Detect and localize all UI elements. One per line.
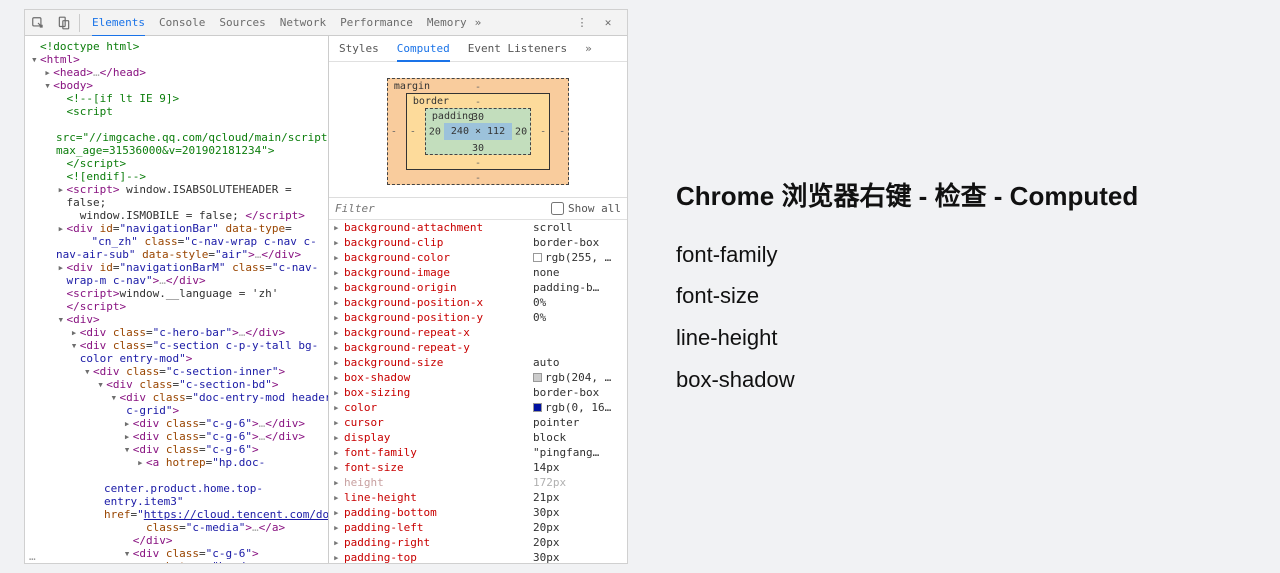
color-swatch — [533, 373, 542, 382]
computed-row[interactable]: background-attachmentscroll — [329, 220, 627, 235]
dom-line[interactable]: <div class="c-section c-p-y-tall bg- — [31, 339, 322, 352]
filter-bar: Show all — [329, 198, 627, 220]
dom-line[interactable]: <a hotrep="hp.doc- — [31, 560, 322, 563]
computed-row[interactable]: background-position-x0% — [329, 295, 627, 310]
dom-line[interactable]: window.ISMOBILE = false; </script> — [31, 209, 322, 222]
main-toolbar: Elements Console Sources Network Performance… — [25, 10, 627, 36]
computed-row[interactable]: displayblock — [329, 430, 627, 445]
styles-pane: Styles Computed Event Listeners » margin - … — [329, 36, 627, 563]
subtab-event-listeners[interactable]: Event Listeners — [468, 42, 567, 55]
computed-row[interactable]: colorrgb(0, 16… — [329, 400, 627, 415]
dom-line[interactable]: <div class="doc-entry-mod header — [31, 391, 322, 404]
more-subtabs-icon[interactable]: » — [585, 42, 592, 55]
computed-row[interactable]: background-sizeauto — [329, 355, 627, 370]
tab-elements[interactable]: Elements — [92, 10, 145, 37]
padding-label: padding — [432, 111, 474, 122]
color-swatch — [533, 253, 542, 262]
show-all-checkbox[interactable] — [551, 202, 564, 215]
dom-tree[interactable]: <!doctype html><html> <head>…</head> <bo… — [25, 36, 329, 563]
dom-line[interactable]: </script> — [31, 157, 322, 170]
dom-line[interactable]: center.product.home.top-entry.item3" hre… — [31, 469, 322, 521]
more-tabs-icon[interactable]: » — [475, 16, 482, 29]
computed-row[interactable]: cursorpointer — [329, 415, 627, 430]
tab-console[interactable]: Console — [159, 10, 205, 36]
computed-row[interactable]: background-imagenone — [329, 265, 627, 280]
computed-properties[interactable]: background-attachmentscrollbackground-cl… — [329, 220, 627, 563]
computed-row[interactable]: padding-right20px — [329, 535, 627, 550]
slide-line: font-family — [676, 234, 1138, 276]
computed-row[interactable]: background-repeat-x — [329, 325, 627, 340]
slide-title: Chrome 浏览器右键 - 检查 - Computed — [676, 172, 1138, 221]
dom-line[interactable]: <div> — [31, 313, 322, 326]
margin-label: margin — [394, 81, 430, 92]
computed-row[interactable]: line-height21px — [329, 490, 627, 505]
computed-row[interactable]: padding-left20px — [329, 520, 627, 535]
computed-row[interactable]: height172px — [329, 475, 627, 490]
tab-network[interactable]: Network — [280, 10, 326, 36]
color-swatch — [533, 403, 542, 412]
dom-line[interactable]: <div id="navigationBar" data-type= — [31, 222, 322, 235]
computed-row[interactable]: font-size14px — [329, 460, 627, 475]
computed-row[interactable]: font-family"pingfang S… — [329, 445, 627, 460]
inspect-icon[interactable] — [25, 10, 51, 36]
dom-line[interactable]: wrap-m c-nav">…</div> — [31, 274, 322, 287]
show-all-toggle[interactable]: Show all — [551, 202, 621, 215]
dom-line[interactable]: <div class="c-section-bd"> — [31, 378, 322, 391]
box-model[interactable]: margin - - - border - - - padding 30 — [329, 62, 627, 198]
dom-line[interactable]: </script> — [31, 300, 322, 313]
dom-line[interactable]: <div id="navigationBarM" class="c-nav- — [31, 261, 322, 274]
dom-line[interactable]: <![endif]--> — [31, 170, 322, 183]
dom-line[interactable]: <div class="c-hero-bar">…</div> — [31, 326, 322, 339]
computed-row[interactable]: padding-bottom30px — [329, 505, 627, 520]
subtab-styles[interactable]: Styles — [339, 42, 379, 55]
dom-line[interactable]: <div class="c-g-6">…</div> — [31, 417, 322, 430]
breadcrumb-overflow: … — [25, 550, 40, 563]
dom-line[interactable]: "cn_zh" class="c-nav-wrap c-nav c-nav-ai… — [31, 235, 322, 261]
dom-line[interactable]: <script — [31, 105, 322, 118]
content-size: 240 × 112 — [444, 123, 512, 140]
device-toggle-icon[interactable] — [51, 10, 77, 36]
dom-line[interactable]: <div class="c-section-inner"> — [31, 365, 322, 378]
dom-line[interactable]: <a hotrep="hp.doc- — [31, 456, 322, 469]
slide-text: Chrome 浏览器右键 - 检查 - Computed font-family… — [676, 172, 1138, 401]
slide-line: box-shadow — [676, 359, 1138, 401]
dom-line[interactable]: <div class="c-g-6"> — [31, 547, 322, 560]
dom-line[interactable]: class="c-media">…</a> — [31, 521, 322, 534]
border-label: border — [413, 96, 449, 107]
dom-line[interactable]: <head>…</head> — [31, 66, 322, 79]
dom-line[interactable]: false; — [31, 196, 322, 209]
computed-row[interactable]: background-repeat-y — [329, 340, 627, 355]
computed-row[interactable]: background-position-y0% — [329, 310, 627, 325]
dom-line[interactable]: <!doctype html> — [31, 40, 322, 53]
dom-line[interactable]: <!--[if lt IE 9]> — [31, 92, 322, 105]
slide-line: line-height — [676, 317, 1138, 359]
dom-line[interactable]: </div> — [31, 534, 322, 547]
tab-sources[interactable]: Sources — [219, 10, 265, 36]
computed-row[interactable]: padding-top30px — [329, 550, 627, 563]
separator — [79, 14, 80, 32]
filter-input[interactable] — [335, 202, 545, 215]
dom-line[interactable]: src="//imgcache.qq.com/qcloud/main/scrip… — [31, 118, 322, 157]
dom-line[interactable]: <div class="c-g-6"> — [31, 443, 322, 456]
subtab-computed[interactable]: Computed — [397, 42, 450, 62]
computed-row[interactable]: background-colorrgb(255, … — [329, 250, 627, 265]
dom-line[interactable]: <script> window.ISABSOLUTEHEADER = — [31, 183, 322, 196]
computed-row[interactable]: background-originpadding-box — [329, 280, 627, 295]
dom-line[interactable]: color entry-mod"> — [31, 352, 322, 365]
dom-line[interactable]: <div class="c-g-6">…</div> — [31, 430, 322, 443]
tab-memory[interactable]: Memory — [427, 10, 467, 36]
computed-row[interactable]: box-shadowrgb(204, … — [329, 370, 627, 385]
tab-performance[interactable]: Performance — [340, 10, 413, 36]
devtools-panel: Elements Console Sources Network Performance… — [24, 9, 628, 564]
computed-row[interactable]: background-clipborder-box — [329, 235, 627, 250]
slide-line: font-size — [676, 275, 1138, 317]
kebab-menu-icon[interactable]: ⋮ — [569, 10, 595, 36]
dom-line[interactable]: <html> — [31, 53, 322, 66]
dom-line[interactable]: c-grid"> — [31, 404, 322, 417]
dom-line[interactable]: <body> — [31, 79, 322, 92]
dom-line[interactable]: <script>window.__language = 'zh' — [31, 287, 322, 300]
computed-row[interactable]: box-sizingborder-box — [329, 385, 627, 400]
close-icon[interactable]: ✕ — [595, 10, 621, 36]
